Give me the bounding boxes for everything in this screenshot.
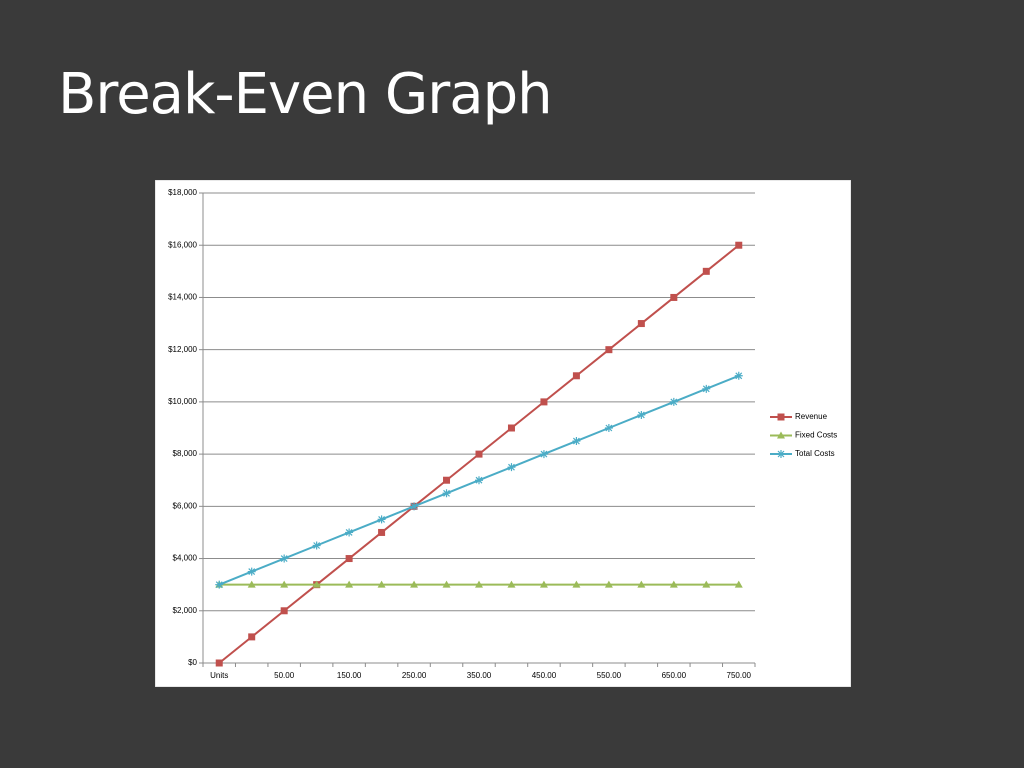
- marker: [443, 476, 451, 484]
- marker: [669, 397, 678, 406]
- marker: [670, 293, 678, 301]
- slide-title: Break-Even Graph: [58, 62, 553, 127]
- marker: [637, 320, 645, 328]
- marker: [248, 633, 256, 641]
- y-tick-label: $18,000: [168, 188, 197, 197]
- marker: [345, 528, 354, 537]
- marker: [377, 515, 386, 524]
- marker: [605, 346, 613, 354]
- marker: [777, 450, 785, 458]
- marker: [215, 659, 223, 667]
- y-tick-label: $6,000: [173, 501, 198, 510]
- marker: [669, 580, 678, 588]
- y-tick-label: $0: [188, 658, 197, 667]
- marker: [475, 450, 483, 458]
- marker: [215, 580, 224, 589]
- y-tick-label: $4,000: [173, 554, 198, 563]
- x-tick-label: 350.00: [467, 671, 492, 680]
- marker: [702, 580, 711, 588]
- marker: [702, 267, 710, 275]
- marker: [442, 489, 451, 498]
- legend-label: Revenue: [795, 412, 828, 421]
- marker: [540, 398, 548, 406]
- marker: [475, 476, 483, 485]
- y-tick-label: $14,000: [168, 293, 197, 302]
- marker: [280, 580, 289, 588]
- x-tick-label: 450.00: [532, 671, 557, 680]
- marker: [345, 555, 353, 563]
- y-tick-label: $10,000: [168, 397, 197, 406]
- marker: [247, 580, 256, 588]
- x-tick-label: 150.00: [337, 671, 362, 680]
- chart-area: [155, 180, 851, 687]
- marker: [345, 580, 354, 588]
- marker: [637, 410, 646, 419]
- marker: [312, 580, 321, 588]
- x-tick-label: 750.00: [727, 671, 752, 680]
- marker: [777, 431, 785, 439]
- legend-label: Fixed Costs: [795, 431, 837, 440]
- marker: [377, 580, 386, 588]
- marker: [604, 424, 613, 432]
- y-tick-label: $16,000: [168, 240, 197, 249]
- marker: [442, 580, 451, 588]
- legend-label: Total Costs: [795, 449, 835, 458]
- marker: [539, 450, 548, 459]
- marker: [572, 580, 581, 588]
- marker: [507, 424, 515, 432]
- x-tick-label: 550.00: [597, 671, 622, 680]
- x-tick-label: Units: [210, 671, 228, 680]
- marker: [280, 607, 288, 615]
- marker: [312, 541, 321, 550]
- marker: [734, 580, 743, 588]
- marker: [637, 580, 646, 588]
- y-tick-label: $8,000: [173, 449, 198, 458]
- marker: [378, 528, 386, 536]
- y-tick-label: $12,000: [168, 345, 197, 354]
- y-tick-label: $2,000: [173, 606, 198, 615]
- marker: [280, 554, 289, 563]
- marker: [507, 580, 516, 588]
- x-tick-label: 650.00: [662, 671, 687, 680]
- marker: [702, 384, 711, 393]
- marker: [734, 371, 743, 380]
- marker: [247, 567, 256, 576]
- x-tick-label: 50.00: [274, 671, 295, 680]
- marker: [735, 241, 743, 249]
- marker: [572, 372, 580, 380]
- marker: [475, 580, 483, 588]
- chart: $0 $2,000 $4,000 $6,000 $8,000 $10,000 $12,000…: [155, 180, 851, 687]
- marker: [572, 437, 581, 446]
- marker: [777, 413, 785, 421]
- marker: [410, 502, 419, 511]
- marker: [507, 463, 516, 472]
- x-tick-label: 250.00: [402, 671, 427, 680]
- marker: [604, 580, 613, 588]
- marker: [539, 580, 548, 588]
- marker: [410, 580, 419, 588]
